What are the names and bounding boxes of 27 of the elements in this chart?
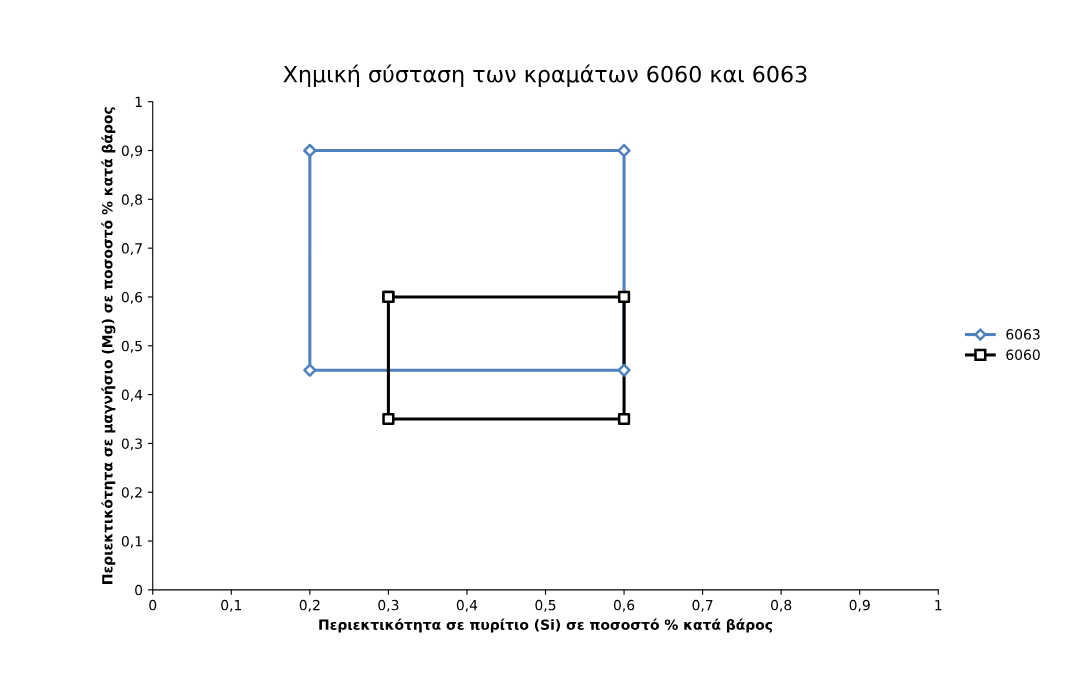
x-tick-label: 0,4 — [456, 599, 478, 612]
y-tick-label: 0,3 — [121, 438, 142, 451]
y-axis-title: Περιεκτικότητα σε μαγνήσιο (Mg) σε ποσοστό % κατά βάρος — [101, 107, 116, 584]
y-tick-label: 0,6 — [121, 291, 143, 304]
x-tick-label: 0,9 — [849, 599, 870, 612]
x-tick-label: 0 — [149, 599, 157, 611]
y-tick-label: 0 — [135, 584, 143, 596]
x-tick-label: 0,7 — [692, 599, 713, 612]
x-axis-title: Περιεκτικότητα σε πυρίτιο (Si) σε ποσοστό % κατά βάρος — [319, 618, 773, 633]
x-tick-label: 0,6 — [613, 599, 635, 612]
y-tick-label: 0,8 — [121, 194, 143, 207]
y-tick-label: 0,2 — [121, 487, 142, 500]
y-tick-label: 0,1 — [121, 536, 142, 548]
x-tick-label: 0,2 — [299, 599, 320, 612]
x-tick-label: 0,3 — [378, 599, 399, 612]
x-tick-label: 1 — [935, 600, 942, 611]
legend-label: 6060 — [1006, 349, 1040, 360]
x-tick-label: 0,5 — [535, 599, 556, 612]
y-tick-label: 0,9 — [121, 145, 143, 158]
y-tick-label: 1 — [135, 96, 142, 107]
y-tick-label: 0,4 — [121, 389, 143, 402]
x-tick-label: 0,1 — [221, 599, 242, 612]
legend-label: 6063 — [1006, 329, 1040, 340]
y-tick-label: 0,7 — [121, 243, 142, 256]
chart-title: Χημική σύσταση των κραμάτων 6060 και 6063 — [283, 64, 807, 87]
x-tick-label: 0,8 — [771, 599, 792, 612]
y-tick-label: 0,5 — [121, 340, 142, 353]
